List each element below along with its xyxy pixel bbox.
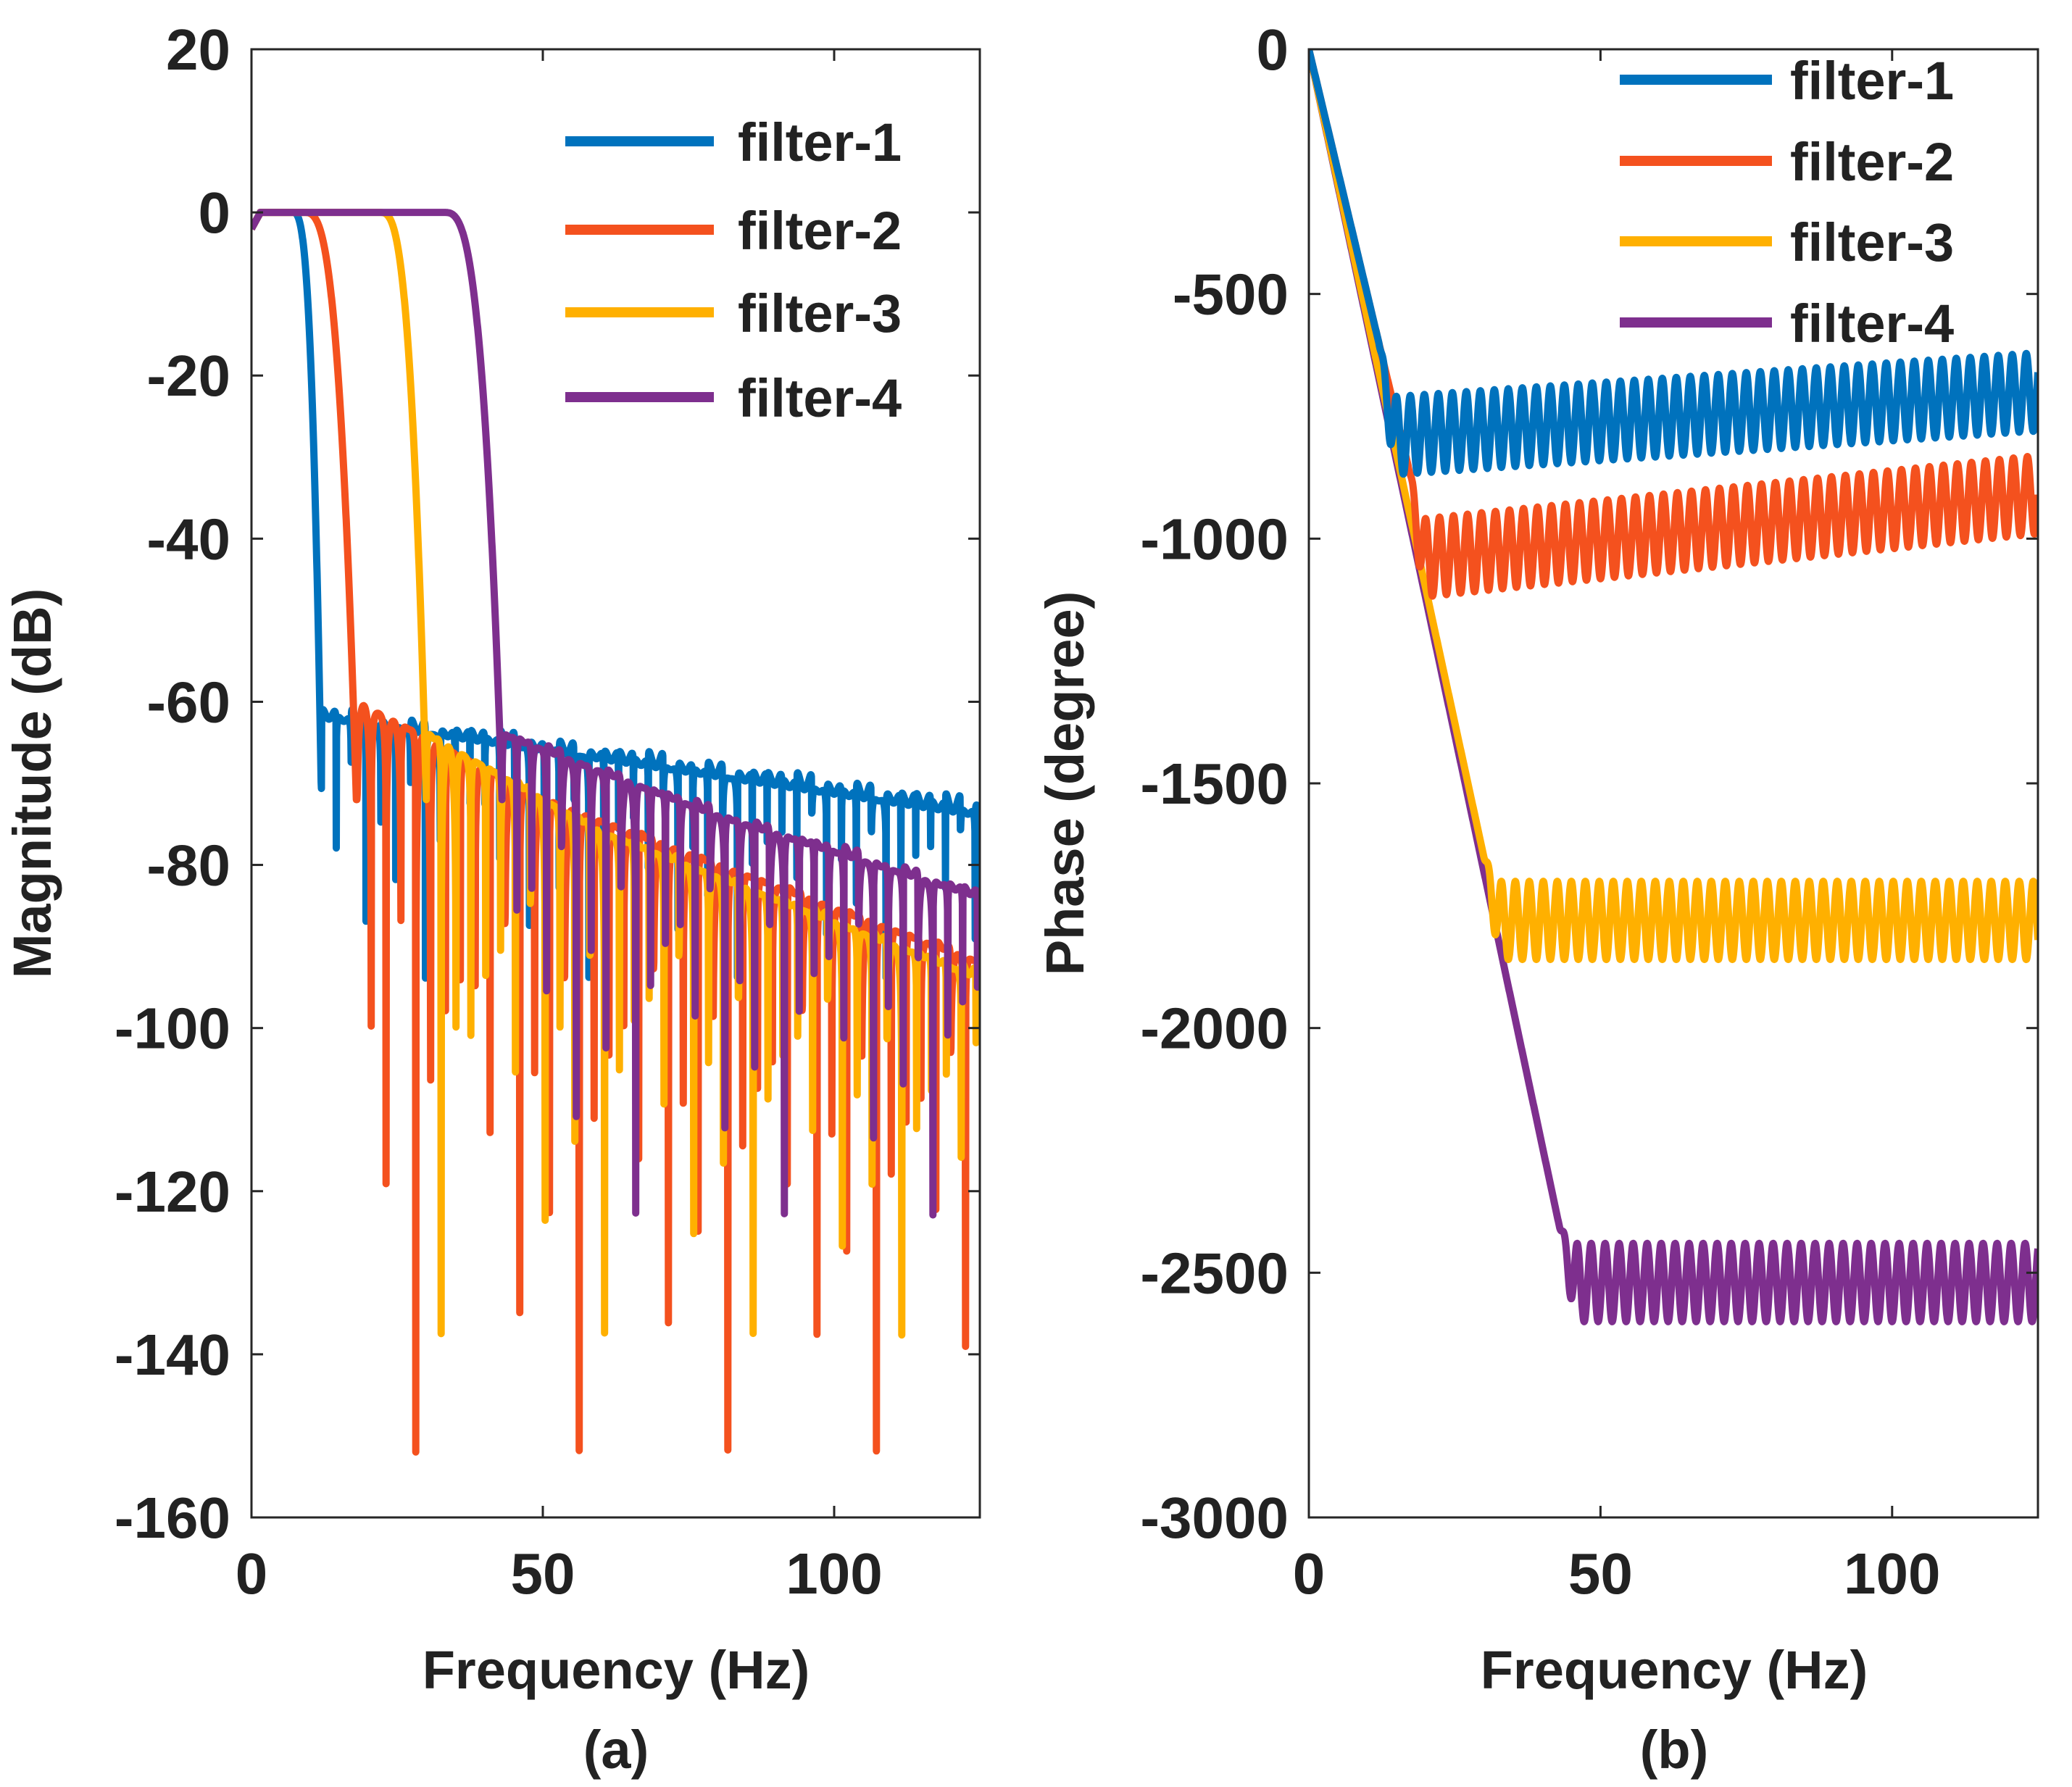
legend-label-filter-2: filter-2 [738, 201, 902, 261]
phase-series-group [1309, 49, 2038, 1325]
y-tick-group: 0 -500 -1000 -1500 -2000 -2500 -3000 [1140, 17, 2038, 1550]
y-tick-label: -1000 [1140, 507, 1289, 571]
phase-line-filter-3 [1309, 49, 2038, 964]
legend-label-filter-4: filter-4 [1790, 293, 1954, 354]
y-tick-label: -140 [115, 1322, 230, 1387]
y-tick-group: 20 0 -20 -40 -60 -80 -100 -120 -140 -160 [115, 17, 980, 1550]
legend-label-filter-2: filter-2 [1790, 132, 1954, 192]
x-axis-label: Frequency (Hz) [1481, 1640, 1868, 1700]
panel-b-phase: 0 -500 -1000 -1500 -2000 -2500 -3000 0 50 100 Ph… [1035, 17, 2039, 1780]
x-tick-group: 0 50 100 [236, 49, 883, 1606]
y-tick-label: -500 [1173, 262, 1289, 327]
y-tick-label: -1500 [1140, 751, 1289, 816]
y-axis-label: Phase (degree) [1035, 591, 1095, 976]
x-tick-label: 50 [1568, 1541, 1633, 1606]
legend: filter-1 filter-2 filter-3 filter-4 [565, 112, 902, 428]
x-tick-group: 0 50 100 [1293, 49, 1941, 1606]
legend-label-filter-3: filter-3 [738, 283, 902, 343]
panel-a-magnitude: 20 0 -20 -40 -60 -80 -100 -120 -140 -160 0 50 100 M… [2, 17, 981, 1780]
x-tick-label: 50 [511, 1541, 575, 1606]
legend-label-filter-3: filter-3 [1790, 212, 1954, 272]
y-tick-label: -20 [146, 343, 230, 408]
legend-label-filter-1: filter-1 [738, 112, 902, 172]
y-tick-label: -40 [146, 507, 230, 571]
y-tick-label: -80 [146, 833, 230, 898]
phase-line-filter-1 [1309, 49, 2038, 478]
y-tick-label: -120 [115, 1159, 230, 1224]
y-tick-label: 0 [199, 180, 231, 245]
y-tick-label: 0 [1257, 17, 1289, 82]
phase-line-filter-2 [1309, 49, 2038, 600]
y-tick-label: -2500 [1140, 1241, 1289, 1305]
y-tick-label: -60 [146, 670, 230, 734]
magnitude-line-filter-4 [251, 209, 980, 1219]
x-tick-label: 100 [786, 1541, 882, 1606]
legend: filter-1 filter-2 filter-3 filter-4 [1620, 51, 1954, 354]
magnitude-series-group [251, 209, 980, 1456]
x-tick-label: 0 [236, 1541, 268, 1606]
y-axis-label: Magnitude (dB) [2, 588, 62, 978]
y-tick-label: 20 [166, 17, 230, 82]
x-axis-label: Frequency (Hz) [423, 1640, 810, 1700]
y-tick-label: -3000 [1140, 1486, 1289, 1550]
legend-label-filter-4: filter-4 [738, 368, 902, 428]
x-tick-label: 100 [1844, 1541, 1940, 1606]
panel-label: (b) [1640, 1720, 1709, 1780]
panel-label: (a) [583, 1720, 649, 1780]
axes-box [250, 48, 981, 1519]
legend-label-filter-1: filter-1 [1790, 51, 1954, 111]
y-tick-label: -2000 [1140, 996, 1289, 1061]
y-tick-label: -100 [115, 996, 230, 1061]
y-tick-label: -160 [115, 1486, 230, 1550]
x-tick-label: 0 [1293, 1541, 1326, 1606]
